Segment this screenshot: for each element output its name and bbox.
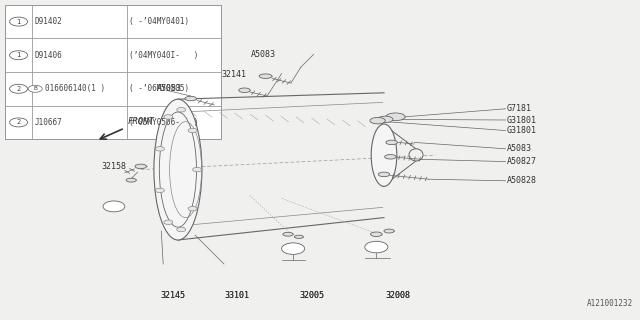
- Text: A5083: A5083: [157, 84, 182, 93]
- Ellipse shape: [371, 124, 397, 186]
- Circle shape: [164, 220, 173, 225]
- Circle shape: [10, 84, 28, 93]
- Text: G31801: G31801: [507, 116, 537, 124]
- Ellipse shape: [135, 164, 147, 169]
- Text: ( -’04MY0401): ( -’04MY0401): [129, 17, 189, 26]
- Text: 32158: 32158: [101, 162, 126, 171]
- Text: A50828: A50828: [507, 176, 537, 185]
- Text: 1: 1: [291, 246, 295, 252]
- Text: D91402: D91402: [35, 17, 62, 26]
- Text: (’04MY040I-   ): (’04MY040I- ): [129, 51, 198, 60]
- Ellipse shape: [409, 149, 423, 161]
- Circle shape: [365, 241, 388, 253]
- Text: ( -’06MY0505): ( -’06MY0505): [129, 84, 189, 93]
- Text: 1: 1: [17, 19, 20, 25]
- Circle shape: [10, 17, 28, 26]
- Ellipse shape: [378, 116, 393, 123]
- Bar: [5, 5, 221, 139]
- Text: 32008: 32008: [385, 292, 411, 300]
- Ellipse shape: [384, 229, 394, 233]
- Text: 2: 2: [112, 204, 116, 209]
- Text: G31801: G31801: [507, 126, 537, 135]
- Circle shape: [156, 188, 164, 193]
- Circle shape: [188, 128, 197, 133]
- Ellipse shape: [386, 113, 405, 121]
- Circle shape: [156, 147, 164, 151]
- Text: 2: 2: [17, 119, 20, 125]
- Text: 32005: 32005: [299, 292, 324, 300]
- Circle shape: [103, 201, 125, 212]
- Text: 33101: 33101: [224, 292, 250, 300]
- Circle shape: [28, 85, 42, 92]
- Text: 32145: 32145: [160, 292, 186, 300]
- Circle shape: [10, 51, 28, 60]
- Text: A50827: A50827: [507, 157, 537, 166]
- Circle shape: [193, 167, 202, 172]
- Text: 016606140(1 ): 016606140(1 ): [45, 84, 105, 93]
- Text: G7181: G7181: [507, 104, 532, 113]
- Text: 32008: 32008: [385, 292, 411, 300]
- Text: (’05MY0506-   ): (’05MY0506- ): [129, 118, 198, 127]
- Ellipse shape: [371, 232, 382, 236]
- Circle shape: [10, 118, 28, 127]
- Circle shape: [177, 227, 186, 232]
- Text: D91406: D91406: [35, 51, 62, 60]
- Text: 1: 1: [374, 244, 378, 250]
- Ellipse shape: [378, 172, 390, 177]
- Circle shape: [164, 115, 173, 119]
- Text: FRONT: FRONT: [128, 117, 155, 126]
- Ellipse shape: [185, 96, 196, 101]
- Text: 33101: 33101: [224, 292, 250, 300]
- Circle shape: [188, 206, 197, 211]
- Circle shape: [282, 243, 305, 254]
- Ellipse shape: [154, 99, 202, 240]
- Text: A121001232: A121001232: [588, 299, 634, 308]
- Circle shape: [177, 108, 186, 112]
- Text: A5083: A5083: [507, 144, 532, 153]
- Text: A5083: A5083: [251, 50, 276, 59]
- Text: 1: 1: [17, 52, 20, 58]
- Text: 2: 2: [17, 86, 20, 92]
- Ellipse shape: [259, 74, 272, 78]
- Ellipse shape: [126, 178, 136, 182]
- Text: 32145: 32145: [160, 292, 186, 300]
- Ellipse shape: [385, 155, 396, 159]
- Text: B: B: [33, 86, 37, 91]
- Text: 32005: 32005: [299, 292, 324, 300]
- Ellipse shape: [283, 232, 293, 236]
- Ellipse shape: [239, 88, 250, 92]
- Text: 32141: 32141: [221, 70, 246, 79]
- Text: J10667: J10667: [35, 118, 62, 127]
- Ellipse shape: [294, 235, 303, 238]
- Ellipse shape: [386, 140, 397, 145]
- Ellipse shape: [370, 117, 385, 124]
